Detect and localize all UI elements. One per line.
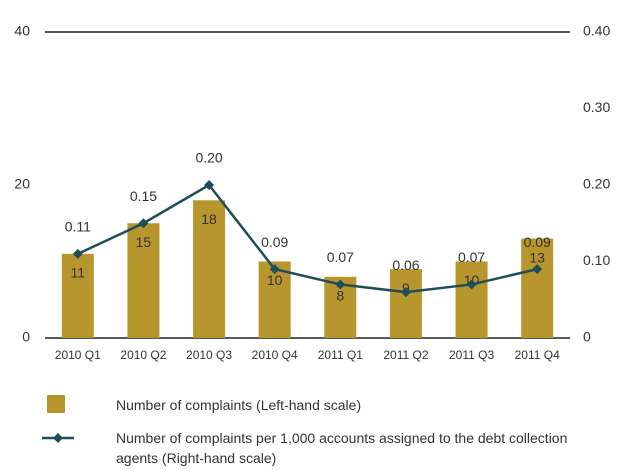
line-value-label: 0.11 bbox=[65, 219, 91, 235]
x-tick-label: 2010 Q2 bbox=[120, 348, 166, 362]
y2-tick-label: 0.40 bbox=[583, 23, 610, 39]
bar bbox=[455, 261, 488, 338]
bar-value-label: 13 bbox=[529, 249, 545, 265]
x-tick-label: 2010 Q3 bbox=[186, 348, 232, 362]
line-marker bbox=[269, 264, 280, 275]
line-value-label: 0.07 bbox=[458, 249, 485, 265]
y2-tick-label: 0.30 bbox=[583, 99, 610, 115]
line-marker bbox=[138, 218, 149, 229]
line-marker bbox=[72, 248, 83, 259]
y-tick-label: 40 bbox=[14, 23, 30, 39]
bar bbox=[258, 261, 291, 338]
chart: 0 20 40 0 0.10 0.20 0.30 0.40 2010 Q1 2010 Q2 2010… bbox=[14, 23, 610, 362]
legend-marker bbox=[53, 433, 63, 443]
x-tick-label: 2010 Q1 bbox=[55, 348, 101, 362]
bar-value-label: 8 bbox=[336, 288, 344, 304]
bar bbox=[61, 253, 94, 338]
legend-line: Number of complaints per 1,000 accounts … bbox=[116, 430, 568, 466]
legend-swatch bbox=[47, 395, 65, 413]
bar-value-label: 15 bbox=[136, 234, 152, 250]
line-value-label: 0.09 bbox=[524, 234, 551, 250]
x-tick-label: 2011 Q3 bbox=[449, 348, 494, 362]
bar bbox=[127, 223, 160, 338]
y2-tick-label: 0.20 bbox=[583, 176, 610, 192]
line-marker bbox=[466, 279, 477, 290]
bar bbox=[193, 200, 226, 338]
line-marker bbox=[400, 287, 411, 298]
bar bbox=[389, 269, 422, 338]
x-tick-label: 2011 Q1 bbox=[318, 348, 363, 362]
line-value-label: 0.15 bbox=[130, 188, 157, 204]
bar bbox=[521, 238, 554, 338]
y-tick-label: 0 bbox=[22, 329, 30, 345]
y2-tick-label: 0.10 bbox=[583, 252, 610, 268]
x-tick-label: 2011 Q2 bbox=[383, 348, 428, 362]
line bbox=[77, 183, 538, 294]
x-tick-label: 2010 Q4 bbox=[252, 348, 298, 362]
line-value-label: 0.06 bbox=[392, 257, 419, 273]
line-value-label: 0.20 bbox=[195, 150, 222, 166]
bar-value-label: 10 bbox=[267, 272, 283, 288]
line-value-label: 0.07 bbox=[327, 249, 354, 265]
bar-value-label: 11 bbox=[71, 265, 86, 281]
line-marker bbox=[532, 264, 543, 275]
x-tick-label: 2011 Q4 bbox=[515, 348, 560, 362]
y-tick-label: 20 bbox=[14, 176, 30, 192]
bar-value-label: 18 bbox=[201, 211, 217, 227]
legend-bar: Number of complaints (Left-hand scale) bbox=[116, 397, 362, 413]
line-value-label: 0.09 bbox=[261, 234, 288, 250]
line-marker bbox=[204, 180, 215, 190]
y2-tick-label: 0 bbox=[583, 329, 591, 345]
line-marker bbox=[335, 279, 346, 290]
